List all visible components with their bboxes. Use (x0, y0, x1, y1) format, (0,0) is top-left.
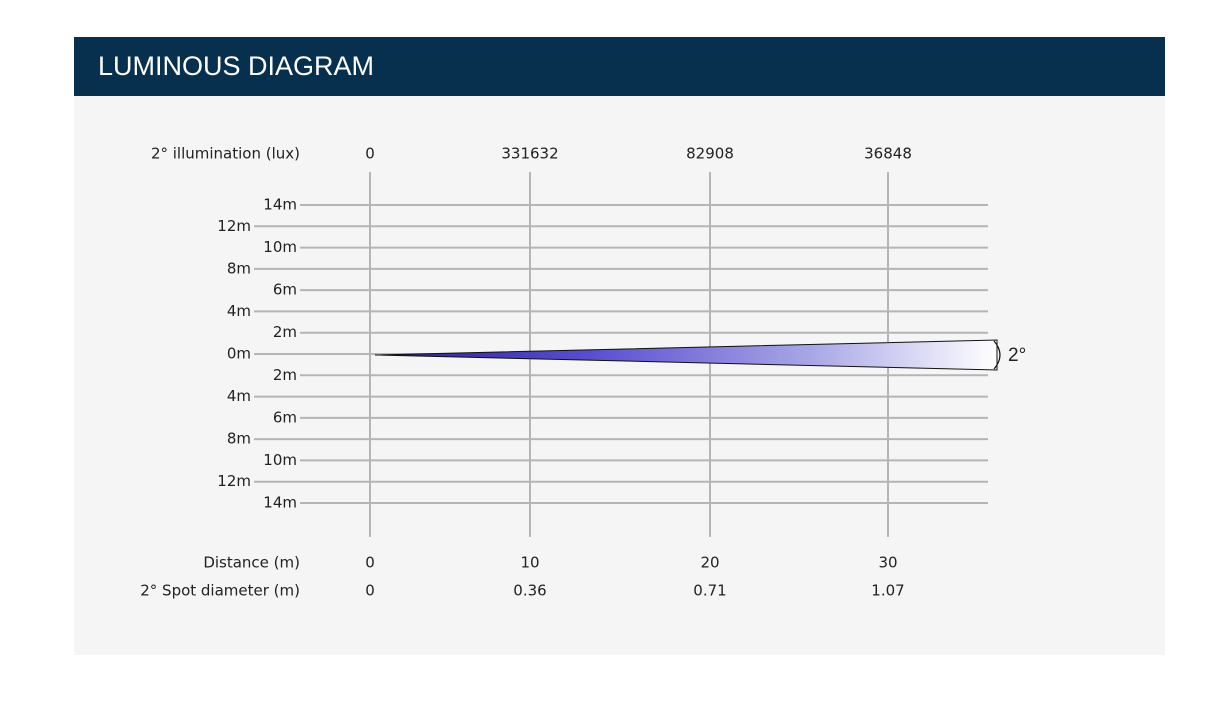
row-label: 4m (227, 387, 251, 405)
row-label: 12m (217, 217, 251, 235)
illumination-value: 0 (365, 145, 375, 163)
spot-label: 2° Spot diameter (m) (140, 582, 300, 600)
row-label: 2m (273, 366, 297, 384)
row-label: 14m (263, 196, 297, 214)
distance-value: 0 (365, 554, 375, 572)
spot-value: 1.07 (871, 582, 904, 600)
row-label: 0m (227, 345, 251, 363)
illumination-value: 82908 (686, 145, 734, 163)
distance-value: 10 (520, 554, 539, 572)
row-label: 10m (263, 451, 297, 469)
angle-arc (993, 340, 1001, 370)
illumination-value: 331632 (501, 145, 558, 163)
beam (374, 339, 998, 371)
distance-label: Distance (m) (203, 554, 300, 572)
distance-value: 30 (878, 554, 897, 572)
row-label: 12m (217, 472, 251, 490)
row-label: 6m (273, 281, 297, 299)
spot-value: 0 (365, 582, 375, 600)
distance-value: 20 (700, 554, 719, 572)
header-bar (74, 37, 1165, 96)
spot-value: 0.71 (693, 582, 726, 600)
spot-value: 0.36 (513, 582, 546, 600)
illumination-label: 2° illumination (lux) (151, 145, 300, 163)
row-label: 4m (227, 302, 251, 320)
row-label: 14m (263, 494, 297, 512)
row-label: 2m (273, 323, 297, 341)
illumination-value: 36848 (864, 145, 912, 163)
header-title: LUMINOUS DIAGRAM (98, 51, 374, 81)
row-label: 10m (263, 238, 297, 256)
beam-angle: 2° (1008, 345, 1026, 366)
row-label: 6m (273, 408, 297, 426)
row-label: 8m (227, 259, 251, 277)
row-label: 8m (227, 430, 251, 448)
